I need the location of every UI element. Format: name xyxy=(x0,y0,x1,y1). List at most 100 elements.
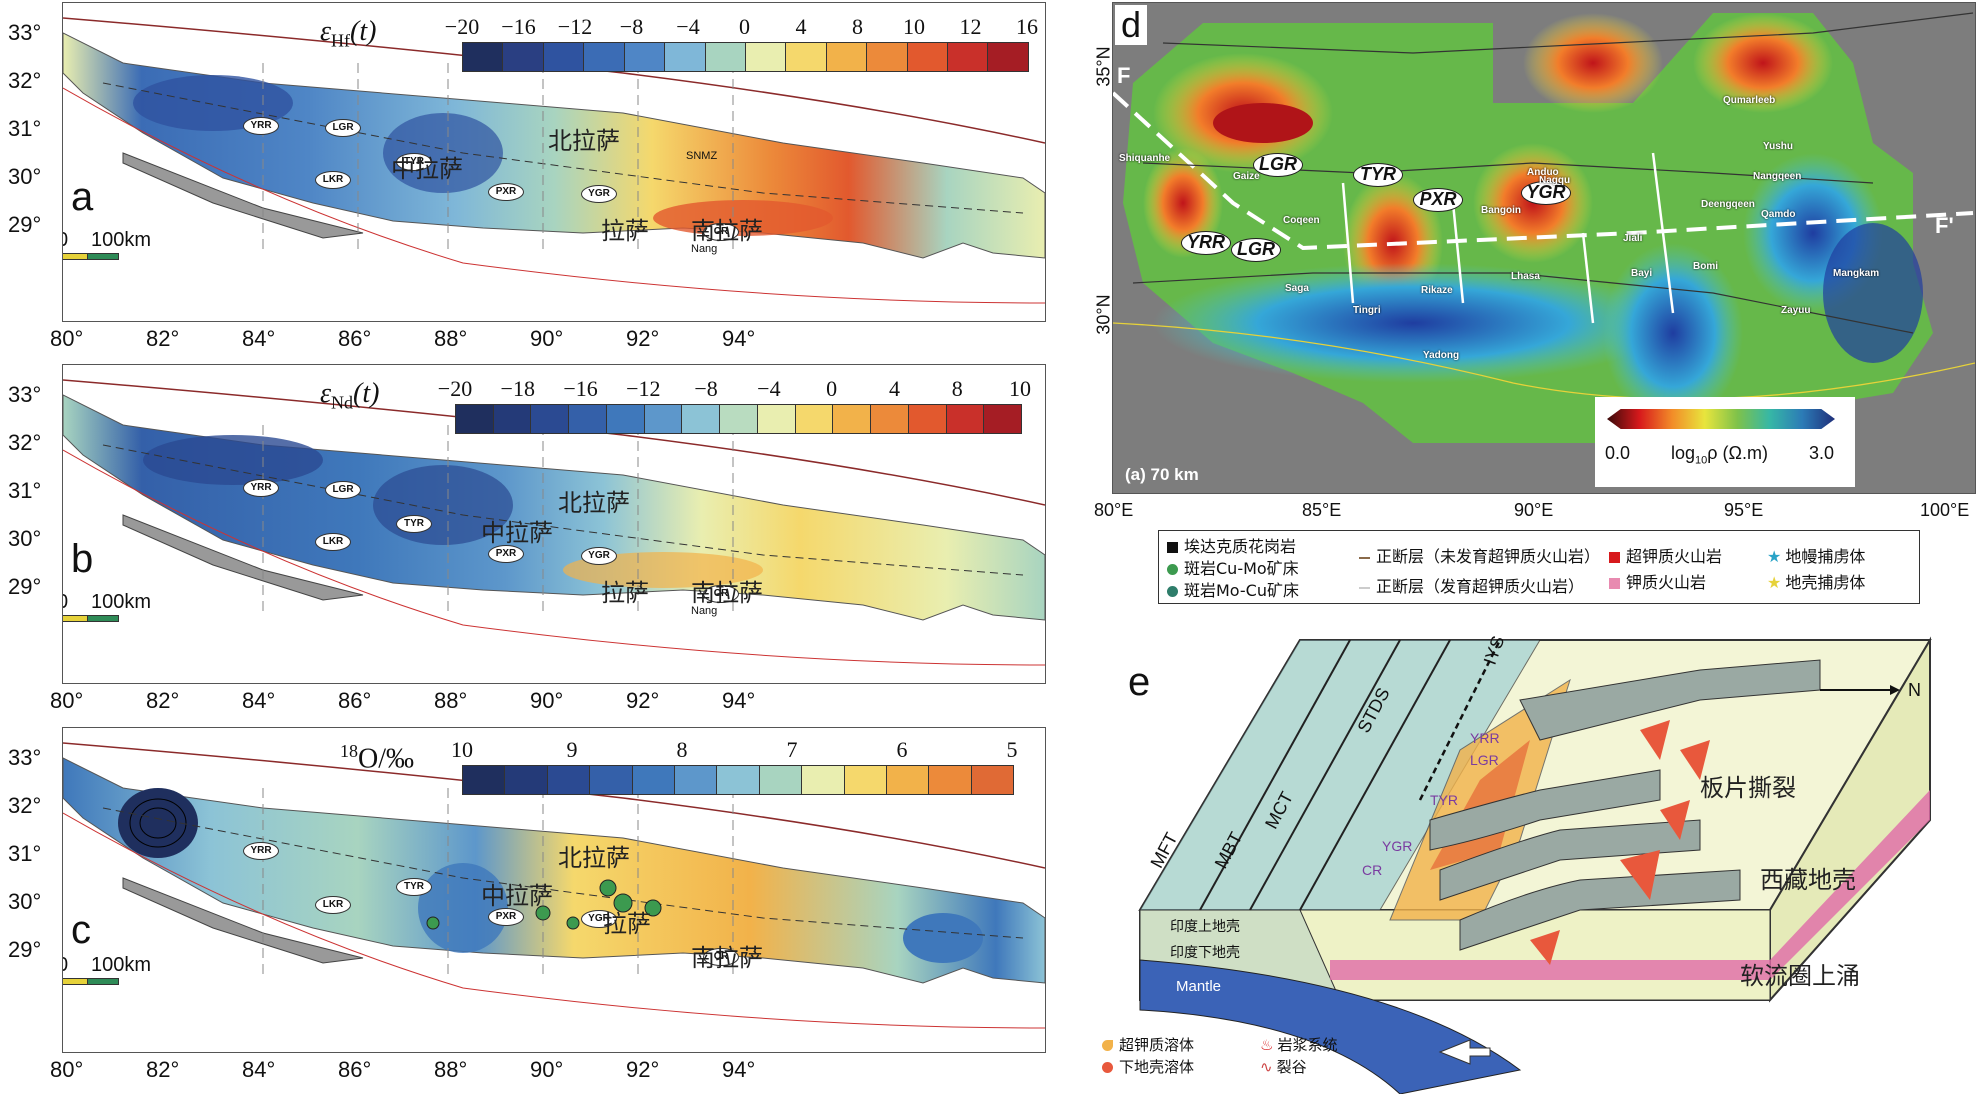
depth-label: (a) 70 km xyxy=(1125,465,1199,484)
colorbar-swatch xyxy=(948,43,989,71)
lat-tick-label: 30° xyxy=(8,889,42,914)
lon-tick-label: 80° xyxy=(50,688,84,713)
colorbar-tick-label: 7 xyxy=(786,737,798,762)
lon-tick-label: 92° xyxy=(626,326,660,351)
colorbar-tick-label: −20 xyxy=(437,376,473,401)
legend-fault-no: 正断层（未发育超钾质火山岩） xyxy=(1359,543,1600,567)
lon-tick-label: 84° xyxy=(242,688,276,713)
region-south-lhasa: 南拉萨 xyxy=(691,944,763,972)
lat-tick-label: 32° xyxy=(8,68,42,93)
lon-tick-label: 88° xyxy=(434,1057,468,1082)
scale-bar xyxy=(63,978,89,985)
lon-100: 100°E xyxy=(1920,500,1970,520)
lat-tick-label: 33° xyxy=(8,20,42,45)
legend-adakite: 埃达克质花岗岩 xyxy=(1167,533,1296,557)
colorbar-swatch xyxy=(786,43,827,71)
colorbar-tick-label: −20 xyxy=(444,14,480,39)
colorbar-tick-label: 12 xyxy=(959,14,982,39)
lat-tick-label: 30° xyxy=(8,526,42,551)
lon-95: 95°E xyxy=(1724,500,1764,520)
colorbar-tick-label: 4 xyxy=(795,14,807,39)
colorbar-swatch xyxy=(757,405,796,433)
panel-c-title: 18O/‰ xyxy=(340,741,414,775)
scale-bar-2 xyxy=(87,615,119,622)
panel-e-block-diagram xyxy=(1138,636,1932,1094)
colorbar-swatch xyxy=(682,405,721,433)
terrane-cr: CR xyxy=(1362,862,1383,878)
colorbar-swatch xyxy=(590,766,633,794)
colorbar-swatch xyxy=(844,766,887,794)
legend-mantle-xenolith: ★ 地幔捕虏体 xyxy=(1767,547,1866,566)
colorbar-swatch xyxy=(606,405,645,433)
region-south-lhasa: 南拉萨 xyxy=(691,217,763,245)
colorbar-swatch xyxy=(984,405,1022,433)
colorbar-swatch xyxy=(531,405,570,433)
scale-bar xyxy=(63,253,89,260)
terrane-tyr: TYR xyxy=(1353,163,1403,187)
colorbar-swatch xyxy=(871,405,909,433)
colorbar-tick-label: 9 xyxy=(566,737,578,762)
region-north-lhasa: 北拉萨 xyxy=(558,844,630,872)
colorbar-swatch xyxy=(665,43,706,71)
scale-zero: 0 xyxy=(63,229,68,252)
terrane-lgr: LGR xyxy=(1470,752,1499,768)
resistivity-colorbar-box: 0.0 3.0 log10ρ (Ω.m) xyxy=(1595,397,1855,487)
colorbar-tick-label: 10 xyxy=(903,14,925,39)
colorbar-swatch xyxy=(569,405,607,433)
region-north-lhasa: 北拉萨 xyxy=(558,489,630,517)
panel-c-map xyxy=(63,742,1045,1029)
city-yadong: Yadong xyxy=(1423,350,1460,361)
terrane-ygr: YGR xyxy=(581,910,617,928)
lon-tick-label: 82° xyxy=(146,326,180,351)
colorbar-swatch xyxy=(886,766,930,794)
scale-zero: 0 xyxy=(63,954,68,977)
terrane-tyr: TYR xyxy=(1430,792,1458,808)
colorbar-tick-label: 10 xyxy=(1009,376,1031,401)
colorbar-label: log10ρ (Ω.m) xyxy=(1671,443,1768,467)
city-bayi: Bayi xyxy=(1631,268,1653,279)
city-qamdo: Qamdo xyxy=(1761,209,1796,220)
terrane-tyr: TYR xyxy=(396,153,432,171)
legend-crust-xenolith: ★ 地壳捕虏体 xyxy=(1767,573,1866,592)
terrane-ygr: YGR xyxy=(581,547,617,565)
lon-tick-label: 86° xyxy=(338,1057,372,1082)
colorbar-swatch xyxy=(717,766,760,794)
lat-tick-label: 32° xyxy=(8,793,42,818)
legend-lower-crust-melt: 下地壳溶体 xyxy=(1102,1056,1194,1077)
terrane-tyr: TYR xyxy=(396,515,432,533)
panel-e: e N IYS MFT MBT MCT STDS YRR LGR TYR YGR… xyxy=(1100,620,1978,1094)
panel-b: YRR LGR TYR LKR PXR YGR CR 中拉萨 北拉萨 拉萨 南拉… xyxy=(0,362,1060,722)
city-nangqeen: Nangqeen xyxy=(1753,171,1802,182)
city-nagqu: Nagqu xyxy=(1539,175,1571,186)
panel-b-letter: b xyxy=(71,537,94,581)
colorbar-swatch xyxy=(505,766,548,794)
colorbar-swatch xyxy=(745,43,787,71)
lon-tick-label: 88° xyxy=(434,688,468,713)
colorbar-tick-label: 10 xyxy=(451,737,473,762)
city-saga: Saga xyxy=(1285,283,1309,294)
legend-ultrapotassic: 超钾质火山岩 xyxy=(1609,543,1722,567)
terrane-ygr: YGR xyxy=(581,185,617,203)
terrane-lkr: LKR xyxy=(315,533,351,551)
lon-tick-label: 82° xyxy=(146,1057,180,1082)
legend-d: 埃达克质花岗岩 斑岩Cu-Mo矿床 斑岩Mo-Cu矿床 正断层（未发育超钾质火山… xyxy=(1158,530,1920,604)
colorbar-tick-label: −8 xyxy=(619,14,644,39)
scale-bar-2 xyxy=(87,253,119,260)
colorbar-swatch xyxy=(929,766,972,794)
city-mangkam: Mangkam xyxy=(1833,268,1880,279)
panel-b-title: εNd(t) xyxy=(320,378,380,413)
lon-tick-label: 94° xyxy=(722,326,756,351)
legend-rift: ∿ 裂谷 xyxy=(1260,1058,1307,1076)
terrane-lkr: LKR xyxy=(315,171,351,189)
colorbar-swatch xyxy=(907,43,949,71)
lon-tick-label: 90° xyxy=(530,1057,564,1082)
city-tingri: Tingri xyxy=(1353,305,1381,316)
scale-label: 100km xyxy=(91,591,152,613)
lon-tick-label: 92° xyxy=(626,688,660,713)
colorbar-swatch xyxy=(988,43,1028,71)
colorbar-tick-label: −16 xyxy=(563,376,598,401)
terrane-ygr: YGR xyxy=(1521,181,1571,205)
colorbar-swatch xyxy=(971,766,1014,794)
panel-e-letter: e xyxy=(1128,660,1151,704)
colorbar-tick-label: −4 xyxy=(676,14,700,39)
